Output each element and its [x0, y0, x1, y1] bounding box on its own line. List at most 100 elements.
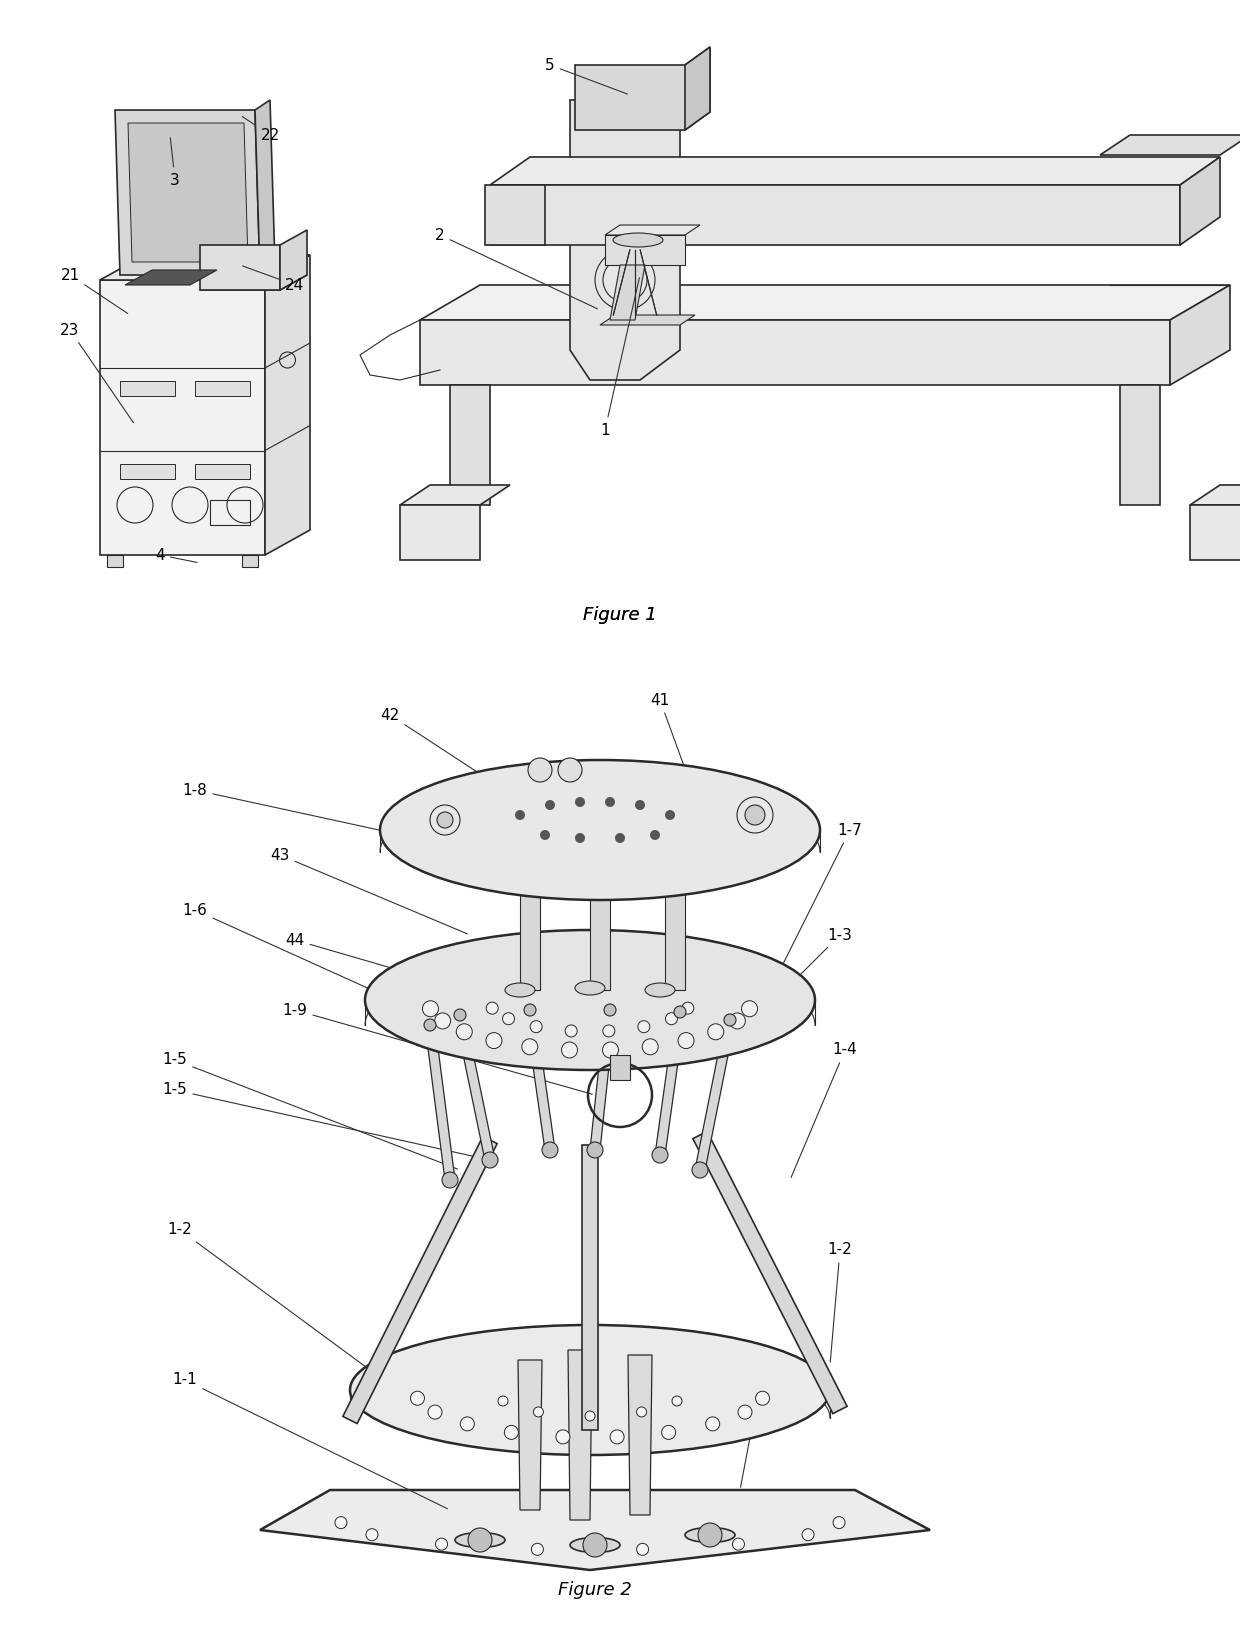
Circle shape: [335, 1517, 347, 1528]
Text: 1: 1: [600, 277, 640, 438]
Polygon shape: [1120, 384, 1159, 505]
Polygon shape: [265, 256, 310, 555]
Circle shape: [456, 1023, 472, 1039]
Polygon shape: [605, 235, 684, 266]
Polygon shape: [590, 1010, 615, 1150]
Polygon shape: [627, 1355, 652, 1515]
Circle shape: [424, 1020, 436, 1031]
Circle shape: [482, 1152, 498, 1168]
Text: 22: 22: [242, 117, 280, 142]
Circle shape: [636, 1543, 649, 1556]
Text: 41: 41: [650, 692, 699, 808]
Polygon shape: [342, 1137, 497, 1424]
Circle shape: [604, 1003, 616, 1016]
Polygon shape: [420, 285, 1230, 319]
Circle shape: [498, 1396, 508, 1406]
Text: Figure 1: Figure 1: [583, 606, 657, 624]
Text: Figure 1: Figure 1: [583, 606, 657, 624]
Text: 1-6: 1-6: [182, 902, 403, 1003]
Polygon shape: [1190, 505, 1240, 560]
Ellipse shape: [350, 1324, 830, 1455]
Circle shape: [525, 1003, 536, 1016]
Circle shape: [522, 1039, 538, 1056]
Ellipse shape: [365, 930, 815, 1070]
Circle shape: [435, 1013, 450, 1030]
Text: 5: 5: [546, 57, 627, 94]
Polygon shape: [425, 1025, 455, 1181]
Polygon shape: [455, 1013, 495, 1161]
Circle shape: [436, 811, 453, 828]
Polygon shape: [580, 305, 680, 326]
Polygon shape: [610, 266, 645, 319]
Ellipse shape: [613, 233, 663, 248]
Circle shape: [745, 805, 765, 824]
Bar: [195, 464, 250, 479]
Circle shape: [692, 1161, 708, 1178]
Circle shape: [737, 797, 773, 832]
Bar: [520, 852, 539, 990]
Circle shape: [605, 797, 615, 806]
Polygon shape: [568, 1350, 591, 1520]
Text: 21: 21: [61, 267, 128, 313]
Polygon shape: [575, 47, 711, 130]
Circle shape: [587, 1142, 603, 1158]
Text: 1-1: 1-1: [172, 1373, 448, 1508]
Polygon shape: [655, 1012, 684, 1155]
Circle shape: [467, 1528, 492, 1552]
Polygon shape: [1190, 485, 1240, 505]
Polygon shape: [693, 1132, 847, 1414]
Bar: [210, 500, 250, 525]
Circle shape: [542, 1142, 558, 1158]
Circle shape: [636, 1407, 646, 1417]
Polygon shape: [450, 384, 490, 505]
Circle shape: [738, 1406, 751, 1419]
Polygon shape: [255, 99, 275, 275]
Circle shape: [666, 1013, 677, 1025]
Polygon shape: [1180, 156, 1220, 244]
Polygon shape: [100, 256, 310, 280]
Text: 1-5: 1-5: [162, 1083, 487, 1160]
Circle shape: [531, 1021, 542, 1033]
Polygon shape: [485, 186, 546, 244]
Circle shape: [539, 831, 551, 841]
Circle shape: [652, 1147, 668, 1163]
Circle shape: [665, 810, 675, 819]
Ellipse shape: [645, 982, 675, 997]
Text: 2: 2: [435, 228, 598, 310]
Polygon shape: [696, 1020, 735, 1171]
Circle shape: [729, 1013, 745, 1030]
Polygon shape: [490, 186, 1180, 244]
Bar: [610, 1056, 630, 1080]
Bar: [665, 852, 684, 990]
Circle shape: [642, 1039, 658, 1056]
Polygon shape: [200, 244, 280, 290]
Circle shape: [366, 1528, 378, 1541]
Circle shape: [410, 1391, 424, 1406]
Polygon shape: [125, 270, 217, 285]
Bar: [120, 381, 175, 396]
Circle shape: [603, 1043, 619, 1057]
Polygon shape: [582, 1145, 598, 1430]
Circle shape: [533, 1407, 543, 1417]
Circle shape: [698, 1523, 722, 1548]
Circle shape: [802, 1528, 813, 1541]
Ellipse shape: [608, 241, 672, 259]
Circle shape: [486, 1033, 502, 1049]
Circle shape: [833, 1517, 844, 1528]
Text: 44: 44: [285, 932, 448, 984]
Circle shape: [672, 1396, 682, 1406]
Circle shape: [430, 805, 460, 836]
Circle shape: [546, 800, 556, 810]
Circle shape: [650, 831, 660, 841]
Text: 1-9: 1-9: [283, 1002, 593, 1095]
Circle shape: [755, 1391, 770, 1406]
Circle shape: [435, 1538, 448, 1551]
Circle shape: [575, 797, 585, 806]
Text: 43: 43: [270, 847, 467, 933]
Polygon shape: [420, 319, 1171, 384]
Circle shape: [486, 1002, 498, 1015]
Text: 1-2: 1-2: [167, 1222, 368, 1368]
Polygon shape: [525, 1010, 556, 1150]
Polygon shape: [280, 230, 308, 290]
Circle shape: [556, 1430, 570, 1443]
